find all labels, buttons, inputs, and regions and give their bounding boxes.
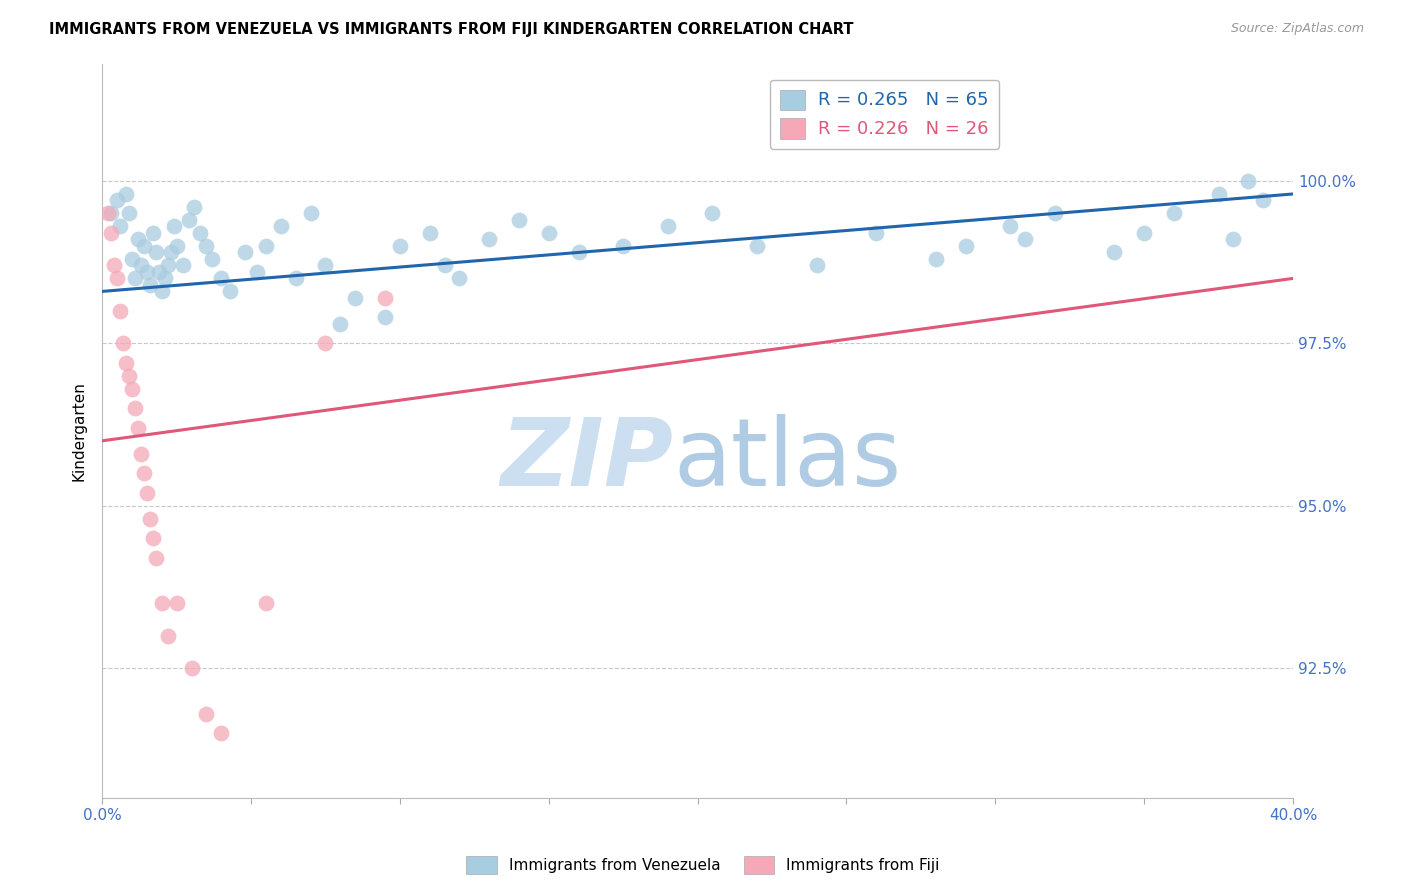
Point	[314, 259, 336, 273]
Point	[118, 368, 141, 383]
Point	[172, 259, 194, 273]
Text: atlas: atlas	[673, 415, 903, 507]
Point	[299, 206, 322, 220]
Point	[329, 317, 352, 331]
Point	[159, 245, 181, 260]
Point	[567, 245, 589, 260]
Point	[105, 194, 128, 208]
Point	[108, 304, 131, 318]
Point	[195, 706, 218, 721]
Point	[254, 239, 277, 253]
Point	[1251, 194, 1274, 208]
Point	[1104, 245, 1126, 260]
Point	[374, 291, 396, 305]
Point	[135, 265, 157, 279]
Point	[344, 291, 367, 305]
Legend: R = 0.265   N = 65, R = 0.226   N = 26: R = 0.265 N = 65, R = 0.226 N = 26	[770, 79, 998, 149]
Point	[449, 271, 471, 285]
Point	[97, 206, 120, 220]
Point	[127, 232, 149, 246]
Point	[1043, 206, 1066, 220]
Legend: Immigrants from Venezuela, Immigrants from Fiji: Immigrants from Venezuela, Immigrants fr…	[460, 850, 946, 880]
Point	[105, 271, 128, 285]
Point	[1133, 226, 1156, 240]
Point	[145, 245, 167, 260]
Point	[190, 226, 212, 240]
Point	[153, 271, 176, 285]
Point	[1014, 232, 1036, 246]
Point	[103, 259, 125, 273]
Point	[1208, 186, 1230, 201]
Point	[108, 219, 131, 234]
Point	[270, 219, 292, 234]
Point	[1163, 206, 1185, 220]
Point	[314, 336, 336, 351]
Point	[127, 421, 149, 435]
Point	[955, 239, 977, 253]
Point	[195, 239, 218, 253]
Point	[246, 265, 269, 279]
Point	[150, 285, 173, 299]
Point	[998, 219, 1021, 234]
Point	[145, 550, 167, 565]
Point	[129, 447, 152, 461]
Point	[374, 310, 396, 325]
Point	[433, 259, 456, 273]
Point	[806, 259, 828, 273]
Point	[100, 226, 122, 240]
Point	[180, 661, 202, 675]
Point	[702, 206, 724, 220]
Point	[112, 336, 135, 351]
Point	[142, 226, 165, 240]
Point	[419, 226, 441, 240]
Text: Source: ZipAtlas.com: Source: ZipAtlas.com	[1230, 22, 1364, 36]
Point	[124, 271, 146, 285]
Point	[657, 219, 679, 234]
Point	[183, 200, 205, 214]
Point	[284, 271, 307, 285]
Point	[1222, 232, 1244, 246]
Point	[118, 206, 141, 220]
Point	[177, 213, 200, 227]
Point	[201, 252, 224, 266]
Point	[166, 239, 188, 253]
Text: IMMIGRANTS FROM VENEZUELA VS IMMIGRANTS FROM FIJI KINDERGARTEN CORRELATION CHART: IMMIGRANTS FROM VENEZUELA VS IMMIGRANTS …	[49, 22, 853, 37]
Y-axis label: Kindergarten: Kindergarten	[72, 381, 86, 481]
Text: ZIP: ZIP	[501, 415, 673, 507]
Point	[121, 252, 143, 266]
Point	[508, 213, 530, 227]
Point	[139, 277, 162, 292]
Point	[166, 596, 188, 610]
Point	[148, 265, 170, 279]
Point	[233, 245, 256, 260]
Point	[537, 226, 560, 240]
Point	[115, 186, 138, 201]
Point	[478, 232, 501, 246]
Point	[219, 285, 242, 299]
Point	[747, 239, 769, 253]
Point	[115, 356, 138, 370]
Point	[121, 382, 143, 396]
Point	[124, 401, 146, 416]
Point	[129, 259, 152, 273]
Point	[150, 596, 173, 610]
Point	[925, 252, 948, 266]
Point	[156, 259, 179, 273]
Point	[156, 629, 179, 643]
Point	[865, 226, 887, 240]
Point	[163, 219, 186, 234]
Point	[142, 531, 165, 545]
Point	[100, 206, 122, 220]
Point	[612, 239, 634, 253]
Point	[139, 512, 162, 526]
Point	[1237, 174, 1260, 188]
Point	[388, 239, 411, 253]
Point	[132, 467, 155, 481]
Point	[254, 596, 277, 610]
Point	[132, 239, 155, 253]
Point	[209, 726, 232, 740]
Point	[209, 271, 232, 285]
Point	[135, 485, 157, 500]
